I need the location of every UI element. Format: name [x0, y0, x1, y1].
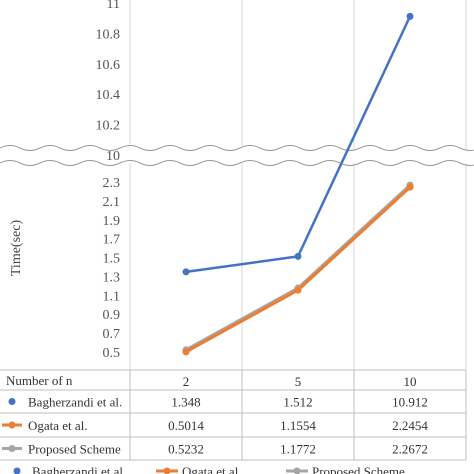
- y-tick-label: 1.5: [103, 252, 121, 267]
- table-series-name: Proposed Scheme: [28, 442, 121, 457]
- y-tick-label: 0.7: [103, 327, 121, 342]
- table-header: Number of n: [6, 373, 73, 388]
- table-cell: 0.5014: [168, 418, 204, 433]
- y-tick-label: 0.5: [103, 346, 121, 361]
- y-tick-label: 1.3: [103, 270, 121, 285]
- legend-marker: [13, 467, 21, 474]
- legend-label: Bagherzandi et al.: [32, 464, 126, 474]
- table-cell: 0.5232: [168, 442, 204, 457]
- y-tick-label: 10: [106, 149, 120, 164]
- table-category: 2: [183, 374, 190, 389]
- data-table: Number of n 2 5 10 Bagherzandi et al. 1.348 1.…: [0, 369, 467, 461]
- series-lines: [182, 12, 414, 356]
- table-cell: 1.512: [283, 395, 312, 410]
- table-cell: 1.1554: [280, 418, 316, 433]
- y-tick-label: 10.2: [96, 119, 121, 134]
- y-tick-label: 10.6: [96, 58, 121, 73]
- y-tick-label: 1.7: [103, 233, 121, 248]
- y-axis-label: Time(sec): [9, 220, 24, 277]
- legend-marker: [293, 467, 301, 474]
- table-legend-marker: [8, 421, 16, 429]
- table-cell: 2.2454: [392, 418, 428, 433]
- legend-label: Ogata et al.: [182, 464, 242, 474]
- data-point: [406, 183, 414, 191]
- data-point: [182, 348, 190, 356]
- table-cell: 1.348: [171, 395, 200, 410]
- grid-lines: [129, 0, 467, 370]
- y-tick-label: 1.9: [103, 214, 121, 229]
- axis-break-wave-bottom: [0, 160, 474, 166]
- axis-break: 10: [0, 145, 474, 166]
- table-cell: 2.2672: [392, 442, 428, 457]
- table-series-name: Bagherzandi et al.: [28, 395, 122, 410]
- axis-break-fill: [0, 150, 474, 162]
- table-category: 5: [295, 374, 302, 389]
- y-tick-label: 1.1: [103, 289, 121, 304]
- y-tick-label: 10.4: [96, 88, 121, 103]
- table-series-name: Ogata et al.: [28, 418, 88, 433]
- table-cell: 1.1772: [280, 442, 316, 457]
- table-legend-marker: [8, 398, 16, 405]
- y-tick-label: 2.3: [103, 176, 121, 191]
- axis-break-wave-top: [0, 145, 474, 151]
- table-category: 10: [404, 374, 417, 389]
- legend: Bagherzandi et al. Ogata et al. Proposed S…: [13, 464, 405, 474]
- data-point: [406, 12, 414, 20]
- y-tick-label: 11: [107, 0, 120, 12]
- y-tick-label: 10.8: [96, 27, 121, 42]
- data-point: [294, 286, 302, 294]
- series-line: [185, 15, 412, 274]
- y-tick-label: 2.1: [103, 195, 121, 210]
- data-point: [294, 252, 302, 260]
- table-legend-marker: [8, 445, 16, 452]
- data-point: [182, 268, 190, 276]
- legend-marker: [163, 467, 171, 474]
- legend-label: Proposed Scheme: [312, 464, 405, 474]
- y-axis-ticks: 0.5 0.7 0.9 1.1 1.3 1.5 1.7 1.9 2.1 2.3 10 10.2 10.4…: [96, 0, 121, 361]
- y-tick-label: 0.9: [103, 308, 121, 323]
- series-line: [185, 186, 412, 354]
- table-cell: 10.912: [392, 395, 428, 410]
